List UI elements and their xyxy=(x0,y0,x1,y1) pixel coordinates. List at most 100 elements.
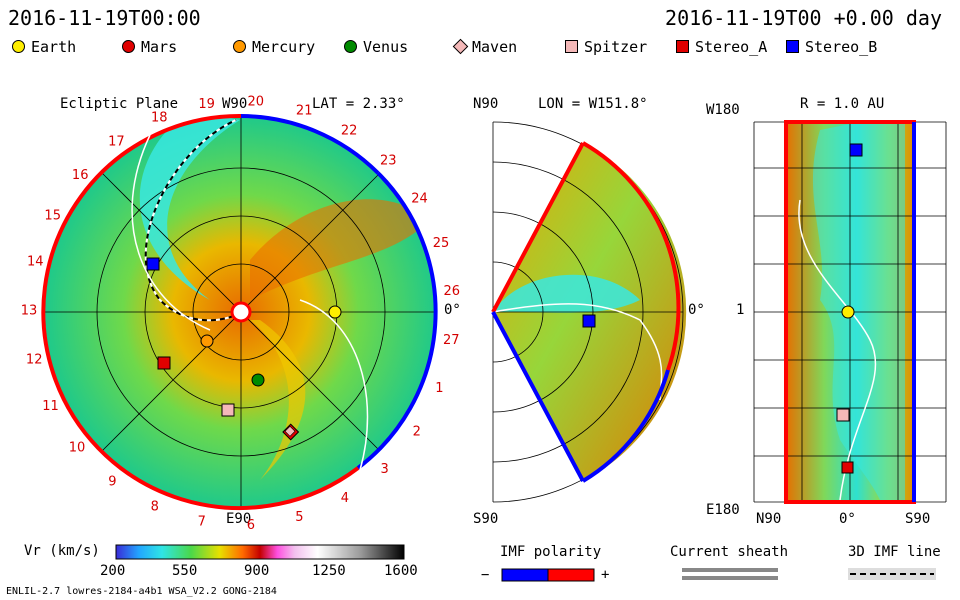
radial-bottom-left-label: E180 xyxy=(706,502,740,518)
stereo-a-marker xyxy=(157,356,171,370)
rotation-number: 21 xyxy=(296,104,313,119)
rotation-number: 27 xyxy=(443,333,460,348)
rotation-number: 24 xyxy=(411,192,428,207)
imf-plus-label: + xyxy=(601,567,610,583)
meridional-current-sheath xyxy=(492,303,663,401)
stereo-b-legend-marker xyxy=(786,40,799,53)
earth-legend-marker xyxy=(12,40,25,53)
rotation-number: 23 xyxy=(380,154,397,169)
rotation-number: 19 xyxy=(198,97,215,112)
current-sheath-line xyxy=(299,299,369,471)
meridional-bottom-label: S90 xyxy=(473,511,499,527)
datetime-left: 2016-11-19T00:00 xyxy=(8,6,201,30)
legend-label-earth: Earth xyxy=(31,38,77,56)
rotation-number: 3 xyxy=(381,462,389,477)
rotation-number: 14 xyxy=(27,255,44,270)
ecliptic-top-label: W90 xyxy=(222,96,248,112)
colorbar-gradient xyxy=(115,544,405,560)
colorbar-label: Vr (km/s) xyxy=(24,543,100,559)
imf-line xyxy=(144,119,242,322)
meridional-arc-outward xyxy=(581,369,670,483)
rotation-number: 18 xyxy=(151,110,168,125)
meridional-top-label: N90 xyxy=(473,96,499,112)
meridional-fast-wind xyxy=(493,274,640,313)
imf-polarity-key xyxy=(501,568,595,582)
imf-negative-swatch xyxy=(501,568,549,582)
rotation-number: 4 xyxy=(341,491,349,506)
radial-mid-left-label: 1 xyxy=(736,302,745,318)
legend-label-stereo-b: Stereo_B xyxy=(805,38,878,56)
imf-polarity-ring-inward xyxy=(41,113,360,510)
footer-model-info: ENLIL-2.7 lowres-2184-a4b1 WSA_V2.2 GONG… xyxy=(6,586,277,597)
current-sheath-title: Current sheath xyxy=(670,544,789,560)
maven-marker xyxy=(284,425,296,437)
radial-earth-marker xyxy=(841,305,855,319)
rotation-number: 15 xyxy=(44,209,61,224)
rotation-number: 7 xyxy=(198,514,206,529)
legend-label-spitzer: Spitzer xyxy=(584,38,648,56)
radial-stereo-a-marker xyxy=(841,461,854,474)
legend-label-venus: Venus xyxy=(363,38,409,56)
colorbar xyxy=(115,544,405,560)
venus-marker xyxy=(251,373,265,387)
colorbar-tick-200: 200 xyxy=(100,563,126,579)
meridional-zero-label: 0° xyxy=(688,302,705,318)
stereo-a-legend-marker xyxy=(676,40,689,53)
rotation-number: 12 xyxy=(26,353,43,368)
meridional-edge-top xyxy=(491,142,585,313)
colorbar-tick-900: 900 xyxy=(244,563,270,579)
colorbar-tick-550: 550 xyxy=(172,563,198,579)
ecliptic-lat-label: LAT = 2.33° xyxy=(312,96,405,112)
radial-x-label-0: 0° xyxy=(839,511,856,527)
legend-label-mars: Mars xyxy=(141,38,178,56)
colorbar-tick-1250: 1250 xyxy=(312,563,346,579)
rotation-number: 5 xyxy=(295,510,303,525)
ecliptic-zero-label: 0° xyxy=(444,302,461,318)
mercury-marker xyxy=(200,334,214,348)
radial-r-label: R = 1.0 AU xyxy=(800,96,885,112)
rotation-number: 17 xyxy=(108,135,125,150)
radial-panel xyxy=(753,120,947,504)
radial-fast-wind xyxy=(812,122,905,500)
legend-label-stereo-a: Stereo_A xyxy=(695,38,768,56)
current-sheath-line xyxy=(131,134,211,331)
sun-marker xyxy=(230,301,252,323)
imf-polarity-title: IMF polarity xyxy=(500,544,602,560)
radial-spitzer-marker xyxy=(836,408,850,422)
imf-polarity-ring-outward xyxy=(240,114,380,175)
imf-line-title: 3D IMF line xyxy=(848,544,941,560)
legend-label-maven: Maven xyxy=(472,38,518,56)
spitzer-marker xyxy=(221,403,235,417)
rotation-number: 26 xyxy=(444,284,461,299)
earth-marker xyxy=(328,305,342,319)
datetime-right: 2016-11-19T00 +0.00 day xyxy=(665,6,942,30)
radial-x-label-s90: S90 xyxy=(905,511,931,527)
meridional-panel xyxy=(491,121,687,503)
ecliptic-panel: 2021222324252627123456789101112131415161… xyxy=(21,95,460,533)
mars-legend-marker xyxy=(122,40,135,53)
rotation-number: 9 xyxy=(108,475,116,490)
slow-wind-region xyxy=(250,199,430,300)
rotation-number: 6 xyxy=(247,518,255,533)
rotation-number: 2 xyxy=(413,425,421,440)
rotation-number: 1 xyxy=(435,381,443,396)
meridional-edge-bottom xyxy=(491,311,585,482)
imf-line-dark xyxy=(144,119,242,322)
radial-x-label-n90: N90 xyxy=(756,511,782,527)
imf-line-key xyxy=(848,568,936,580)
ecliptic-bottom-label: E90 xyxy=(226,511,252,527)
imf-minus-label: − xyxy=(481,567,490,583)
stereo-b-marker xyxy=(146,257,160,271)
rotation-number: 8 xyxy=(151,500,159,515)
ecliptic-title: Ecliptic Plane xyxy=(60,96,179,112)
legend-label-mercury: Mercury xyxy=(252,38,316,56)
rotation-number: 13 xyxy=(21,304,38,319)
meridional-stereo-b-marker xyxy=(582,314,596,328)
fast-wind-region xyxy=(139,116,240,300)
spitzer-legend-marker xyxy=(565,40,578,53)
rotation-number: 16 xyxy=(72,168,89,183)
dense-region xyxy=(250,320,306,480)
meridional-lon-label: LON = W151.8° xyxy=(538,96,648,112)
rotation-number: 20 xyxy=(248,95,265,110)
